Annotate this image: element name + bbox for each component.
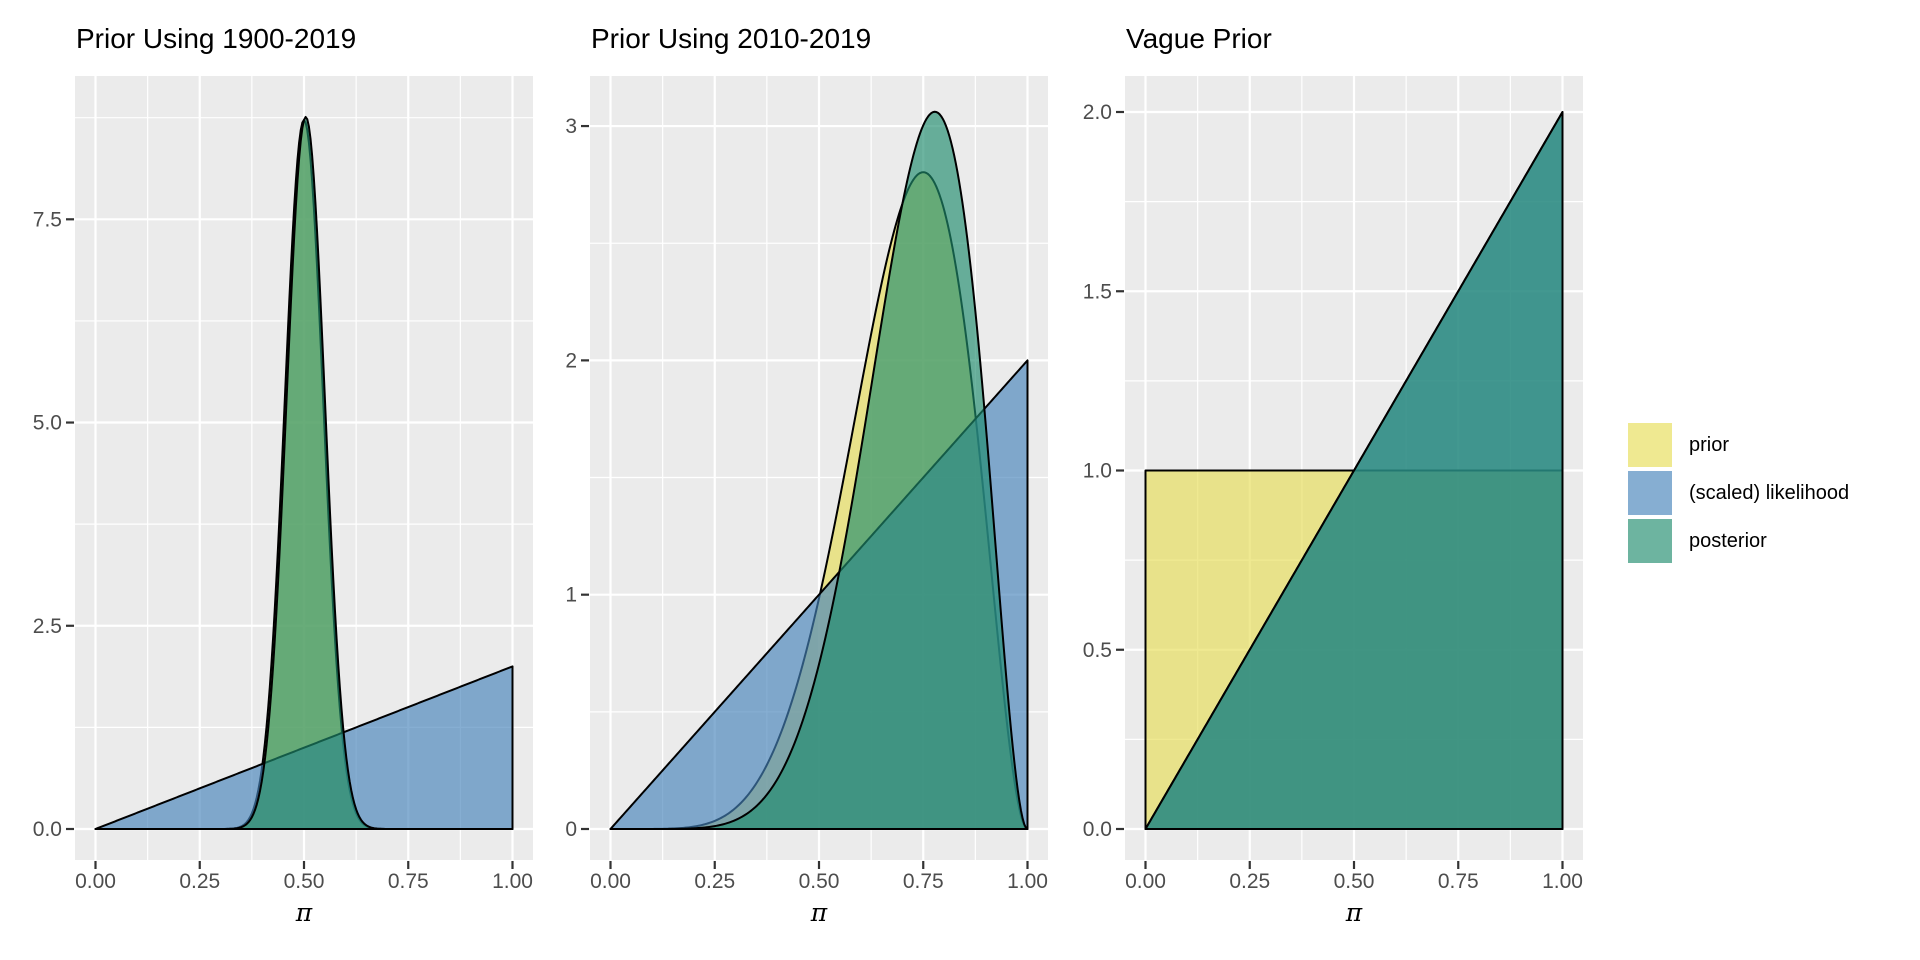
legend-label-prior: prior <box>1689 433 1730 456</box>
x-axis-tick-label: 0.00 <box>75 870 116 893</box>
legend: prior (scaled) likelihood posterior <box>1628 423 1849 563</box>
x-axis-title: π <box>810 898 828 927</box>
x-axis-tick-label: 0.75 <box>1438 870 1479 893</box>
y-axis-tick-label: 2 <box>565 349 577 372</box>
x-axis-tick-label: 1.00 <box>492 870 533 893</box>
y-axis-tick-label: 1.0 <box>1083 460 1112 483</box>
panel-title-3: Vague Prior <box>1126 23 1272 54</box>
y-axis-tick-label: 5.0 <box>33 412 62 435</box>
panel-title-2: Prior Using 2010-2019 <box>591 23 872 54</box>
x-axis-tick-label: 0.25 <box>1229 870 1270 893</box>
y-axis-tick-label: 2.0 <box>1083 101 1112 124</box>
panel-title-1: Prior Using 1900-2019 <box>76 23 357 54</box>
y-axis-tick-label: 0 <box>565 818 577 841</box>
x-axis-tick-label: 0.50 <box>799 870 840 893</box>
y-axis-tick-label: 0.5 <box>1083 639 1112 662</box>
y-axis-tick-label: 0.0 <box>33 818 62 841</box>
legend-item-prior: prior <box>1628 423 1849 467</box>
panel-1-area-posterior <box>94 115 514 830</box>
legend-label-posterior: posterior <box>1689 529 1767 552</box>
x-axis-tick-label: 0.25 <box>179 870 220 893</box>
y-axis-tick-label: 0.0 <box>1083 818 1112 841</box>
x-axis-title: π <box>1345 898 1363 927</box>
x-axis-tick-label: 0.75 <box>388 870 429 893</box>
y-axis-tick-label: 3 <box>565 115 577 138</box>
x-axis-tick-label: 1.00 <box>1007 870 1048 893</box>
legend-item-likelihood: (scaled) likelihood <box>1628 471 1849 515</box>
legend-label-likelihood: (scaled) likelihood <box>1689 481 1850 504</box>
y-axis-tick-label: 1 <box>565 584 577 607</box>
x-axis-tick-label: 0.50 <box>1334 870 1375 893</box>
x-axis-tick-label: 1.00 <box>1542 870 1583 893</box>
x-axis-title: π <box>295 898 313 927</box>
y-axis-tick-label: 2.5 <box>33 615 62 638</box>
panel-2-area-posterior <box>609 110 1029 830</box>
x-axis-tick-label: 0.25 <box>694 870 735 893</box>
y-axis-tick-label: 1.5 <box>1083 280 1112 303</box>
x-axis-tick-label: 0.50 <box>284 870 325 893</box>
legend-swatch-likelihood-icon <box>1628 471 1672 515</box>
legend-item-posterior: posterior <box>1628 519 1849 563</box>
legend-swatch-posterior-icon <box>1628 519 1672 563</box>
legend-swatch-prior-icon <box>1628 423 1672 467</box>
x-axis-tick-label: 0.00 <box>590 870 631 893</box>
x-axis-tick-label: 0.00 <box>1125 870 1166 893</box>
x-axis-tick-label: 0.75 <box>903 870 944 893</box>
panel-3-area-posterior <box>1144 111 1564 830</box>
y-axis-tick-label: 7.5 <box>33 208 62 231</box>
